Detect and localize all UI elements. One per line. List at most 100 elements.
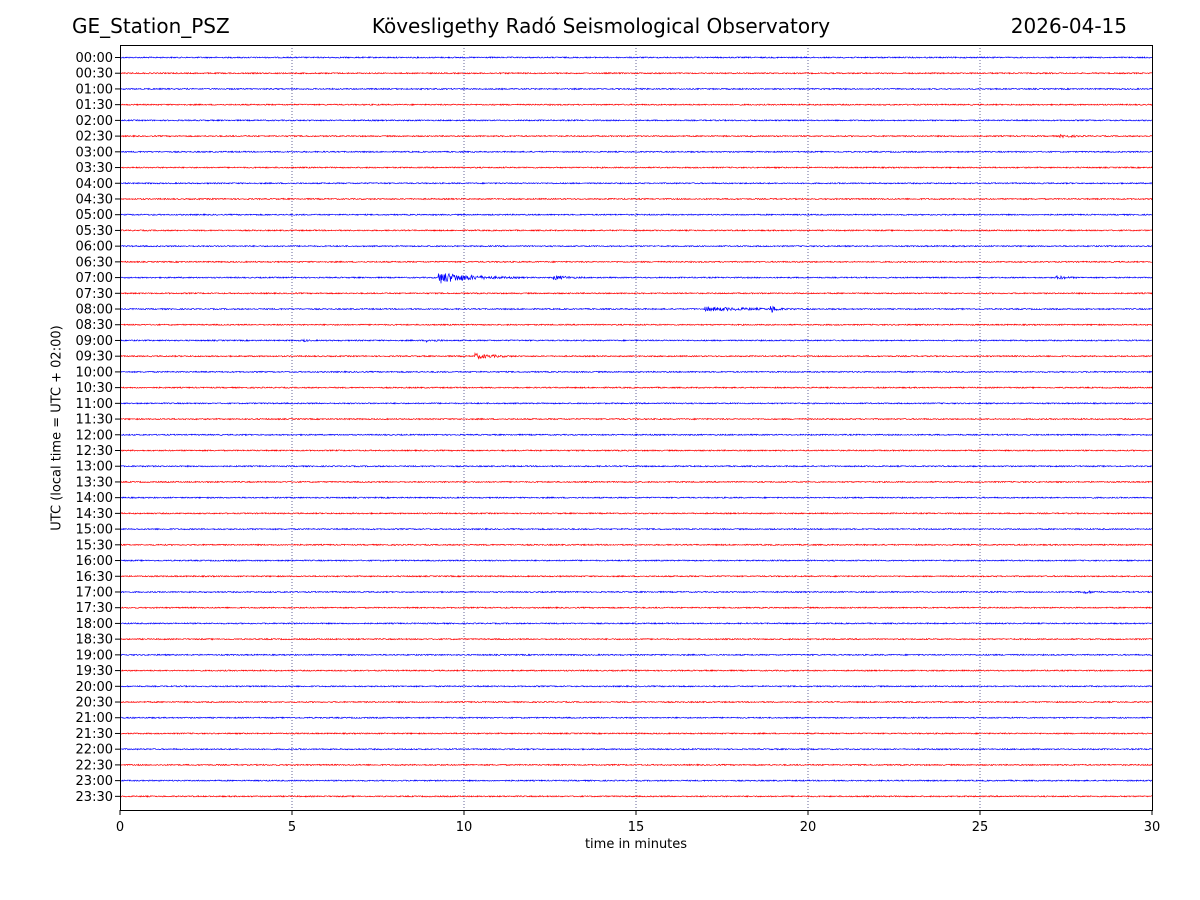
x-tick-label: 15 bbox=[628, 820, 645, 835]
x-tick-label: 30 bbox=[1144, 820, 1161, 835]
trace-row-2100 bbox=[119, 716, 1153, 720]
y-tick-label: 09:00 bbox=[76, 334, 113, 349]
plot-frame bbox=[120, 45, 1153, 811]
y-tick-label: 03:30 bbox=[76, 161, 113, 176]
trace-layer bbox=[119, 56, 1153, 798]
trace-row-2030 bbox=[119, 700, 1153, 704]
y-tick-label: 17:00 bbox=[76, 585, 113, 600]
x-tick-label: 5 bbox=[288, 820, 296, 835]
trace-row-1230 bbox=[119, 449, 1153, 452]
y-tick-label: 06:30 bbox=[76, 255, 113, 270]
y-tick-label: 21:00 bbox=[76, 711, 113, 726]
y-tick-label: 10:30 bbox=[76, 381, 113, 396]
trace-row-0430 bbox=[119, 197, 1153, 201]
trace-row-1700 bbox=[119, 589, 1153, 595]
grid-lines bbox=[291, 45, 981, 810]
y-tick-label: 05:30 bbox=[76, 224, 113, 239]
trace-row-1600 bbox=[119, 559, 1153, 562]
trace-row-1030 bbox=[119, 386, 1153, 390]
trace-row-1100 bbox=[119, 401, 1153, 405]
x-tick-label: 10 bbox=[456, 820, 473, 835]
y-axis-ticks: 00:0000:3001:0001:3002:0002:3003:0003:30… bbox=[76, 51, 120, 805]
y-tick-label: 12:30 bbox=[76, 444, 113, 459]
y-tick-label: 11:30 bbox=[76, 413, 113, 428]
y-tick-label: 03:00 bbox=[76, 145, 113, 160]
trace-row-0700 bbox=[119, 272, 1153, 284]
y-tick-label: 04:00 bbox=[76, 177, 113, 192]
trace-row-2330 bbox=[119, 794, 1153, 798]
y-tick-label: 08:30 bbox=[76, 318, 113, 333]
y-tick-label: 04:30 bbox=[76, 192, 113, 207]
y-tick-label: 01:00 bbox=[76, 82, 113, 97]
trace-row-0030 bbox=[119, 71, 1153, 75]
y-tick-label: 14:30 bbox=[76, 507, 113, 522]
x-tick-label: 0 bbox=[116, 820, 124, 835]
trace-row-2000 bbox=[119, 684, 1153, 688]
trace-row-1900 bbox=[119, 653, 1153, 657]
trace-row-1730 bbox=[120, 606, 1153, 610]
trace-row-0500 bbox=[119, 213, 1153, 217]
trace-row-0800 bbox=[119, 305, 1153, 313]
station-title: GE_Station_PSZ bbox=[72, 14, 230, 38]
y-tick-label: 07:30 bbox=[76, 287, 113, 302]
trace-row-1400 bbox=[119, 496, 1153, 500]
trace-row-1430 bbox=[119, 511, 1153, 515]
y-tick-label: 20:00 bbox=[76, 680, 113, 695]
y-tick-label: 19:00 bbox=[76, 648, 113, 663]
trace-row-0330 bbox=[119, 166, 1153, 169]
y-tick-label: 05:00 bbox=[76, 208, 113, 223]
trace-row-2200 bbox=[119, 747, 1153, 751]
y-tick-label: 19:30 bbox=[76, 664, 113, 679]
trace-row-0000 bbox=[119, 56, 1153, 59]
y-tick-label: 21:30 bbox=[76, 727, 113, 742]
y-tick-label: 18:30 bbox=[76, 633, 113, 648]
trace-row-0600 bbox=[119, 244, 1153, 248]
trace-row-1800 bbox=[119, 621, 1153, 625]
trace-row-2300 bbox=[119, 779, 1153, 783]
trace-row-1300 bbox=[119, 464, 1153, 468]
date-title: 2026-04-15 bbox=[1010, 14, 1127, 38]
trace-row-1130 bbox=[119, 417, 1153, 421]
trace-row-0730 bbox=[119, 291, 1153, 295]
trace-row-1000 bbox=[119, 370, 1153, 374]
y-tick-label: 22:00 bbox=[76, 743, 113, 758]
y-tick-label: 17:30 bbox=[76, 601, 113, 616]
x-tick-label: 25 bbox=[972, 820, 989, 835]
y-tick-label: 00:30 bbox=[76, 67, 113, 82]
x-tick-label: 20 bbox=[800, 820, 817, 835]
y-tick-label: 20:30 bbox=[76, 696, 113, 711]
chart-title: Kövesligethy Radó Seismological Observat… bbox=[371, 14, 831, 38]
y-tick-label: 13:00 bbox=[76, 460, 113, 475]
y-axis-label: UTC (local time = UTC + 02:00) bbox=[49, 325, 65, 531]
trace-row-0830 bbox=[119, 323, 1153, 327]
x-axis-ticks: 0 5 10 15 20 25 30 bbox=[116, 810, 1160, 835]
trace-row-0230 bbox=[119, 133, 1153, 139]
trace-row-1630 bbox=[119, 574, 1153, 578]
trace-row-1530 bbox=[119, 543, 1153, 547]
y-tick-label: 22:30 bbox=[76, 758, 113, 773]
y-tick-label: 10:00 bbox=[76, 365, 113, 380]
y-tick-label: 16:30 bbox=[76, 570, 113, 585]
trace-row-0200 bbox=[119, 118, 1153, 122]
trace-row-1930 bbox=[119, 669, 1153, 673]
y-tick-label: 12:00 bbox=[76, 428, 113, 443]
y-tick-label: 02:00 bbox=[76, 114, 113, 129]
trace-row-0400 bbox=[119, 181, 1153, 185]
trace-row-0130 bbox=[119, 103, 1153, 107]
y-tick-label: 15:00 bbox=[76, 523, 113, 538]
y-tick-label: 08:00 bbox=[76, 303, 113, 318]
trace-row-0530 bbox=[119, 229, 1153, 232]
y-tick-label: 09:30 bbox=[76, 350, 113, 365]
trace-row-0900 bbox=[119, 338, 1153, 343]
y-tick-label: 18:00 bbox=[76, 617, 113, 632]
trace-row-1330 bbox=[119, 480, 1153, 484]
trace-row-0630 bbox=[119, 260, 1153, 264]
y-tick-label: 16:00 bbox=[76, 554, 113, 569]
trace-row-1830 bbox=[119, 637, 1153, 641]
y-tick-label: 00:00 bbox=[76, 51, 113, 66]
y-tick-label: 23:00 bbox=[76, 774, 113, 789]
y-tick-label: 23:30 bbox=[76, 790, 113, 805]
trace-row-0930 bbox=[119, 352, 1153, 360]
trace-row-2230 bbox=[119, 763, 1153, 767]
